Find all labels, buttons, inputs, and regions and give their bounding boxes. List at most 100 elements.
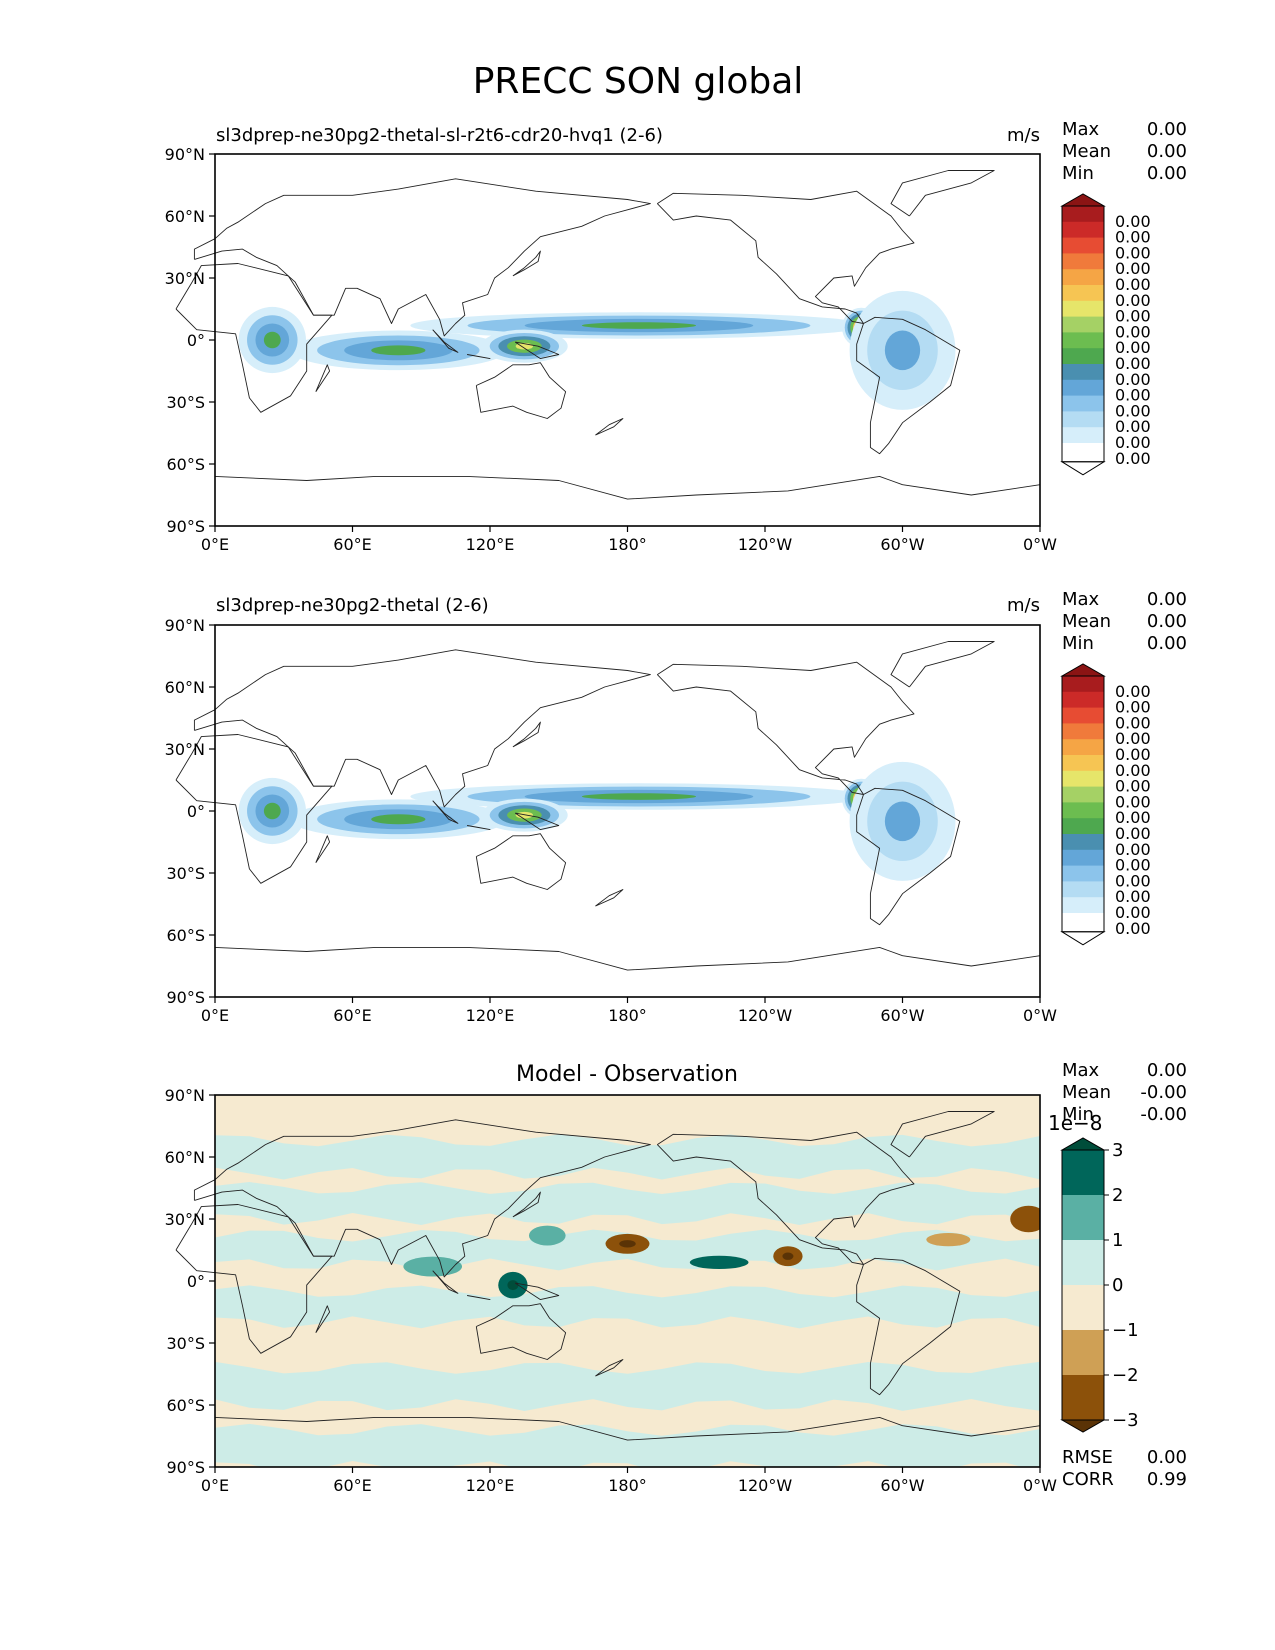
coastline xyxy=(514,812,560,831)
colorbar-tick-label: 0.00 xyxy=(1115,919,1151,938)
panel-reference-coastlines xyxy=(175,641,1041,971)
y-tick-label: 30°S xyxy=(166,1334,205,1353)
coastline xyxy=(512,250,541,277)
coastline xyxy=(595,889,624,907)
colorbar-tick-label: −3 xyxy=(1112,1410,1139,1431)
coastline xyxy=(193,1119,651,1278)
colorbar-tick-label: 0.00 xyxy=(1115,275,1151,294)
stat-value: 0.00 xyxy=(1147,141,1187,162)
colorbar-tick-label: 0.00 xyxy=(1115,322,1151,341)
precip-contour xyxy=(263,331,281,349)
colorbar-tick-label: 0.00 xyxy=(1115,698,1151,717)
stat-value: 0.00 xyxy=(1147,1060,1187,1081)
colorbar-cell xyxy=(1062,237,1104,254)
coastline xyxy=(315,835,331,863)
colorbar-tick-label: 0.00 xyxy=(1115,338,1151,357)
colorbar-cell xyxy=(1062,755,1104,772)
y-tick-label: 90°S xyxy=(166,517,205,536)
diff-contour xyxy=(215,1361,1040,1411)
precip-contour xyxy=(884,330,921,371)
metric-value: 0.00 xyxy=(1147,1447,1187,1468)
colorbar-cell xyxy=(1062,913,1104,930)
colorbar-frame xyxy=(1061,205,1105,463)
y-tick-label: 0° xyxy=(187,331,205,350)
panel-test-x-axis: 0°E 60°E 120°E 180° 120°W 60°W 0°W xyxy=(201,526,1057,554)
y-tick-label: 90°S xyxy=(166,1458,205,1477)
stat-value: 0.00 xyxy=(1147,611,1187,632)
colorbar-tick-label: 0.00 xyxy=(1115,449,1151,468)
colorbar-extend-max xyxy=(1060,663,1106,677)
x-tick-label: 0°W xyxy=(1023,1476,1057,1495)
colorbar-cell xyxy=(1062,1375,1104,1421)
colorbar-cell xyxy=(1062,723,1104,740)
coastline xyxy=(432,1270,459,1294)
x-tick-label: 120°E xyxy=(466,535,515,554)
colorbar-exponent: 1e−8 xyxy=(1048,1111,1103,1135)
coastline xyxy=(656,1131,915,1265)
x-tick-label: 60°W xyxy=(880,1476,924,1495)
x-tick-label: 0°E xyxy=(201,535,229,554)
panel-reference-map xyxy=(175,624,1041,998)
diff-contour xyxy=(528,1225,566,1246)
colorbar-cell xyxy=(1062,1330,1104,1376)
panel-difference-colorbar: 3 2 1 0 −1 −2 −3 xyxy=(1060,1137,1139,1433)
colorbar-tick-label: 0.00 xyxy=(1115,840,1151,859)
panel-difference-y-axis: 90°N 60°N 30°N 0° 30°S 60°S 90°S xyxy=(165,1086,215,1477)
coastline xyxy=(595,418,624,436)
coastline xyxy=(475,1303,567,1360)
colorbar-cell xyxy=(1062,395,1104,412)
coastline xyxy=(656,190,915,324)
colorbar-tick-label: 0.00 xyxy=(1115,291,1151,310)
colorbar-cell xyxy=(1062,379,1104,397)
colorbar-tick-label: 0 xyxy=(1112,1275,1123,1296)
precip-contour xyxy=(371,814,426,825)
coastline xyxy=(656,661,915,795)
x-tick-label: 180° xyxy=(608,535,647,554)
coastline xyxy=(175,1204,333,1354)
panel-test-title: sl3dprep-ne30pg2-thetal-sl-r2t6-cdr20-hv… xyxy=(216,125,663,146)
stat-label: Mean xyxy=(1062,611,1111,632)
colorbar-extend-min xyxy=(1060,931,1106,946)
coastline xyxy=(175,734,333,884)
colorbar-tick-label: 1 xyxy=(1112,1230,1123,1251)
x-tick-label: 120°W xyxy=(738,1006,793,1025)
diff-contour xyxy=(215,1423,1040,1467)
colorbar-tick-label: 0.00 xyxy=(1115,729,1151,748)
y-tick-label: 60°S xyxy=(166,455,205,474)
stat-label: Max xyxy=(1062,1060,1100,1081)
diff-contour xyxy=(1010,1205,1040,1233)
panel-reference-title: sl3dprep-ne30pg2-thetal (2-6) xyxy=(216,595,489,616)
panel-test-units: m/s xyxy=(1007,125,1040,146)
metric-label: CORR xyxy=(1062,1469,1114,1490)
colorbar-cell xyxy=(1062,1285,1104,1331)
colorbar-cell xyxy=(1062,676,1104,693)
stat-label: Mean xyxy=(1062,141,1111,162)
panel-test-y-axis: 90°N 60°N 30°N 0° 30°S 60°S 90°S xyxy=(165,145,215,536)
x-tick-label: 0°E xyxy=(201,1006,229,1025)
coastline xyxy=(432,329,459,353)
stat-label: Min xyxy=(1062,633,1094,654)
y-tick-label: 30°N xyxy=(165,740,205,759)
colorbar-tick-label: 0.00 xyxy=(1115,761,1151,780)
colorbar-extend-max xyxy=(1060,1137,1106,1151)
diff-contour xyxy=(926,1233,971,1247)
colorbar-tick-label: −1 xyxy=(1112,1320,1139,1341)
precip-contour xyxy=(581,322,697,329)
colorbar-tick-label: 0.00 xyxy=(1115,745,1151,764)
colorbar-cell xyxy=(1062,411,1104,428)
coastline xyxy=(514,341,560,360)
colorbar-cell xyxy=(1062,221,1104,239)
coastline xyxy=(514,1282,560,1301)
colorbar-tick-label: 0.00 xyxy=(1115,871,1151,890)
precip-contour xyxy=(884,801,921,842)
stat-value: -0.00 xyxy=(1140,1104,1187,1125)
stat-label: Min xyxy=(1062,163,1094,184)
colorbar-cell xyxy=(1062,865,1104,882)
colorbar-cell xyxy=(1062,1240,1104,1286)
coastline xyxy=(214,1416,1041,1441)
diff-contour xyxy=(619,1240,636,1248)
metric-label: RMSE xyxy=(1062,1447,1113,1468)
coastline xyxy=(856,316,961,455)
colorbar-cell xyxy=(1062,269,1104,286)
colorbar-tick-label: 0.00 xyxy=(1115,243,1151,262)
